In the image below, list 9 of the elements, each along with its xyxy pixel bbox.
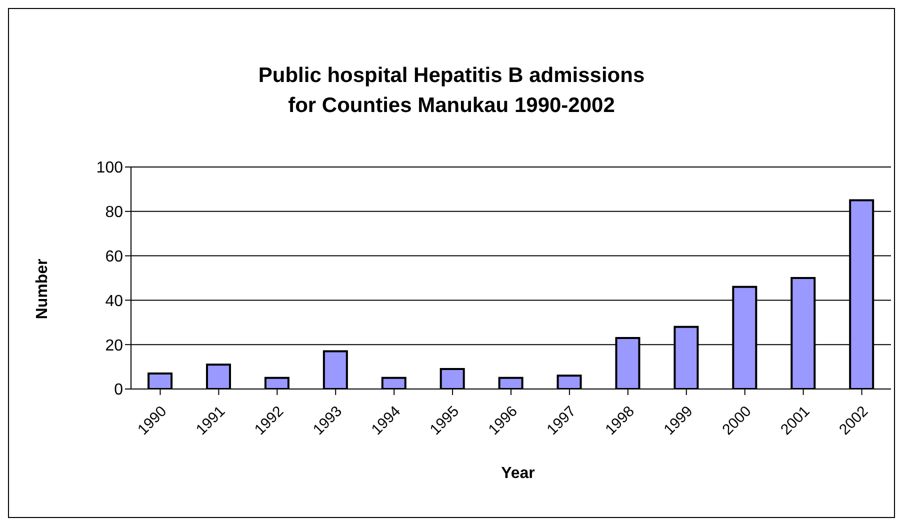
- x-axis-title: Year: [500, 465, 536, 483]
- y-tick-label: 60: [105, 248, 124, 266]
- y-tick-label: 40: [105, 292, 124, 310]
- y-tick-label: 100: [96, 160, 124, 177]
- y-tick-label: 0: [114, 382, 124, 399]
- chart-title: Public hospital Hepatitis B admissions for Counties Manukau 1990-2002: [257, 63, 646, 119]
- y-tick-label: 20: [105, 337, 124, 354]
- y-tick-label: 80: [105, 204, 124, 222]
- y-axis-title: Number: [34, 258, 52, 320]
